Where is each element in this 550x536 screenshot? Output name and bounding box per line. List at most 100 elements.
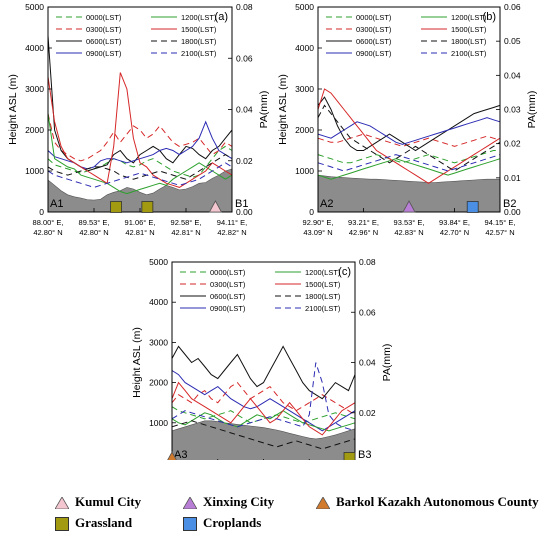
xinxing-marker-icon: [183, 497, 197, 510]
ylabel-right: PA(mm): [381, 344, 393, 382]
legend-label-1800lst: 1800(LST): [181, 37, 217, 46]
yright-tick-label: 0.08: [359, 257, 376, 267]
legend-label-0000lst: 0000(LST): [86, 13, 122, 22]
legend-barkol: Barkol Kazakh Autonomous County: [316, 494, 539, 510]
yleft-tick-label: 3000: [149, 337, 168, 347]
x-tick-lon: 88.00° E,: [33, 218, 64, 227]
yleft-tick-label: 1000: [295, 166, 314, 176]
grassland-marker: [141, 201, 154, 213]
croplands-marker-icon: [183, 517, 197, 532]
series-line-2100lst: [317, 154, 501, 172]
yright-tick-label: 0.04: [359, 358, 376, 368]
yleft-tick-label: 1000: [25, 166, 44, 176]
yright-tick-label: 0.02: [359, 408, 376, 418]
ylabel-left: Height ASL (m): [131, 327, 143, 398]
x-tick-lat: 42.81° N: [125, 228, 154, 237]
legend-grassland: Grassland: [55, 515, 132, 532]
legend-label-2100lst: 2100(LST): [451, 49, 487, 58]
yleft-tick-label: 3000: [295, 84, 314, 94]
x-tick-lat: 42.81° N: [171, 228, 200, 237]
grassland-marker: [343, 452, 356, 460]
legend-label-0600lst: 0600(LST): [86, 37, 122, 46]
end-point-label: B2: [503, 198, 516, 210]
yright-tick-label: 0.06: [359, 307, 376, 317]
series-line-1500lst: [171, 381, 356, 436]
yright-tick-label: 0.04: [236, 105, 253, 115]
legend-label-1200lst: 1200(LST): [305, 268, 341, 277]
yright-tick-label: 0.04: [504, 70, 521, 80]
legend-label-0300lst: 0300(LST): [86, 25, 122, 34]
legend-label-0300lst: 0300(LST): [356, 25, 392, 34]
yleft-tick-label: 2000: [295, 125, 314, 135]
series-line-0900lst: [317, 117, 501, 145]
legend-label-0600lst: 0600(LST): [210, 292, 246, 301]
kumul-marker: [208, 200, 223, 213]
yright-tick-label: 0.06: [504, 2, 521, 12]
yleft-tick-label: 2000: [25, 125, 44, 135]
x-tick-lon: 94.11° E,: [217, 218, 247, 227]
yleft-tick-label: 2000: [149, 378, 168, 388]
series-line-1800lst: [171, 420, 356, 450]
legend-label-1800lst: 1800(LST): [305, 292, 341, 301]
chart-canvas: 1000 2000 3000 4000 5000 0.00 0.02 0.04 0.06 0.08…: [7, 2, 538, 460]
legend-label-0900lst: 0900(LST): [210, 304, 246, 313]
legend-label-2100lst: 2100(LST): [181, 49, 217, 58]
panel-label: (c): [338, 266, 351, 278]
yleft-tick-label: 4000: [295, 43, 314, 53]
yright-tick-label: 0.05: [504, 36, 521, 46]
ylabel-left: Height ASL (m): [277, 74, 289, 145]
series-line-0600lst: [317, 96, 501, 152]
series-line-0900lst: [171, 370, 356, 432]
terrain-area: [317, 174, 501, 213]
series-line-1500lst: [47, 72, 233, 188]
series-line-1800lst: [317, 104, 501, 172]
yleft-tick-label: 5000: [25, 2, 44, 12]
series-line-2100lst: [171, 362, 356, 432]
barkol-marker-icon: [316, 497, 330, 510]
yright-tick-label: 0.08: [236, 2, 253, 12]
legend-label-1500lst: 1500(LST): [305, 280, 341, 289]
ylabel-right: PA(mm): [526, 91, 538, 129]
start-point-label: A1: [50, 198, 63, 210]
terrain-area: [171, 420, 356, 460]
yright-tick-label: 0.00: [359, 458, 376, 460]
series-line-1800lst: [47, 154, 233, 180]
panel-label: (a): [215, 11, 228, 23]
barkol-marker: [167, 451, 177, 460]
terrain-area: [47, 168, 233, 213]
x-zero-label: 0: [163, 458, 168, 460]
legend-label-0000lst: 0000(LST): [210, 268, 246, 277]
panel-a: 1000 2000 3000 4000 5000 0.00 0.02 0.04 0.06 0.08…: [7, 2, 270, 237]
yleft-tick-label: 1000: [149, 418, 168, 428]
yright-tick-label: 0.00: [236, 207, 253, 217]
yright-tick-label: 0.02: [236, 156, 253, 166]
yright-tick-label: 0.00: [504, 207, 521, 217]
x-tick-lon: 93.53° E,: [394, 218, 425, 227]
legend-label-0000lst: 0000(LST): [356, 13, 392, 22]
x-tick-lat: 42.96° N: [349, 228, 378, 237]
yright-tick-label: 0.01: [504, 173, 521, 183]
series-line-1500lst: [317, 88, 501, 184]
x-tick-lat: 42.57° N: [485, 228, 514, 237]
panel-label: (b): [483, 11, 496, 23]
series-line-0000lst: [171, 406, 356, 424]
legend-kumul: Kumul City: [55, 494, 141, 510]
legend-label-0900lst: 0900(LST): [356, 49, 392, 58]
x-zero-label: 0: [309, 207, 314, 217]
ylabel-right: PA(mm): [258, 91, 270, 129]
x-tick-lat: 43.09° N: [303, 228, 332, 237]
x-tick-lon: 94.15° E,: [485, 218, 516, 227]
legend-label-1500lst: 1500(LST): [451, 25, 487, 34]
x-tick-lon: 93.21° E,: [348, 218, 379, 227]
series-line-1200lst: [317, 158, 501, 180]
series-line-2100lst: [47, 162, 233, 188]
croplands-marker: [466, 201, 479, 213]
start-point-label: A2: [320, 198, 333, 210]
series-line-1200lst: [47, 113, 233, 195]
x-tick-lon: 89.53° E,: [79, 218, 110, 227]
legend-label-1500lst: 1500(LST): [181, 25, 217, 34]
series-line-0300lst: [47, 113, 233, 162]
start-point-label: A3: [174, 449, 187, 460]
grassland-marker-icon: [55, 517, 69, 532]
